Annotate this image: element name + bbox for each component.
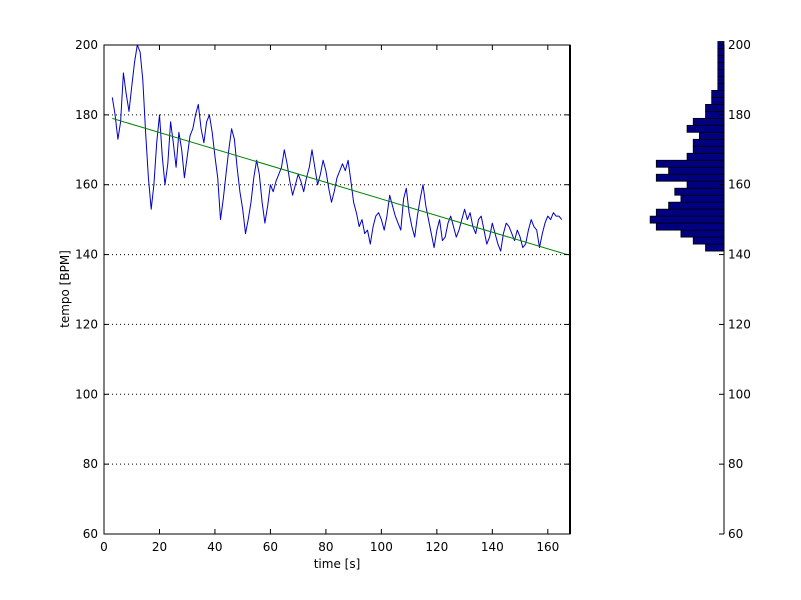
histogram-bar — [717, 69, 725, 77]
y-tick-label: 140 — [75, 248, 98, 262]
hist-y-tick-label: 120 — [728, 317, 751, 331]
histogram-bar — [717, 76, 725, 84]
histogram-bar — [655, 159, 725, 168]
histogram-bar — [692, 236, 725, 245]
hist-y-tick-label: 140 — [728, 248, 751, 262]
histogram-bar — [692, 117, 725, 126]
histogram-bar — [717, 83, 725, 91]
hist-y-tick-label: 100 — [728, 387, 751, 401]
x-tick-label: 100 — [370, 540, 393, 554]
hist-y-tick-label: 180 — [728, 108, 751, 122]
tempo-histogram: 60 80 100 120 140 160 180 200 — [649, 38, 751, 541]
grid-lines — [104, 114, 570, 465]
histogram-bar — [692, 145, 725, 154]
histogram-bar — [668, 166, 725, 175]
x-tick-label: 40 — [207, 540, 222, 554]
x-axis-label: time [s] — [314, 557, 361, 571]
x-tick-label: 20 — [152, 540, 167, 554]
right-y-tick-labels: 60 80 100 120 140 160 180 200 — [728, 38, 751, 541]
histogram-bars — [649, 41, 725, 252]
histogram-bar — [686, 152, 725, 161]
y-tick-label: 180 — [75, 108, 98, 122]
x-tick-label: 160 — [536, 540, 559, 554]
hist-y-tick-label: 160 — [728, 178, 751, 192]
histogram-bar — [705, 243, 725, 252]
tempo-time-plot: 0 20 40 60 80 100 120 140 160 60 80 100 120 140 160 18… — [58, 38, 571, 571]
hist-y-tick-label: 60 — [728, 527, 743, 541]
y-tick-label: 100 — [75, 387, 98, 401]
histogram-bar — [655, 222, 725, 231]
hist-y-tick-label: 200 — [728, 38, 751, 52]
tempo-line — [111, 44, 563, 252]
x-tick-labels: 0 20 40 60 80 100 120 140 160 — [100, 540, 559, 554]
x-tick-label: 80 — [318, 540, 333, 554]
hist-y-tick-label: 80 — [728, 457, 743, 471]
x-tick-label: 120 — [425, 540, 448, 554]
histogram-bar — [649, 215, 725, 224]
trend-line — [112, 117, 568, 256]
x-tick-label: 0 — [100, 540, 108, 554]
histogram-bar — [680, 229, 725, 238]
histogram-bar — [680, 194, 725, 203]
histogram-bar — [717, 55, 725, 63]
histogram-bar — [711, 90, 725, 98]
histogram-bar — [705, 103, 725, 112]
histogram-bar — [655, 208, 725, 217]
histogram-bar — [717, 62, 725, 70]
histogram-bar — [655, 173, 725, 182]
series-layer — [111, 44, 568, 256]
y-tick-labels: 60 80 100 120 140 160 180 200 — [75, 38, 98, 541]
histogram-bar — [692, 138, 725, 147]
x-tick-label: 60 — [263, 540, 278, 554]
y-tick-label: 200 — [75, 38, 98, 52]
y-tick-label: 60 — [83, 527, 98, 541]
histogram-bar — [717, 48, 725, 56]
histogram-bar — [698, 131, 725, 140]
histogram-bar — [686, 124, 725, 133]
y-tick-label: 80 — [83, 457, 98, 471]
y-tick-label: 160 — [75, 178, 98, 192]
histogram-bar — [711, 96, 725, 105]
histogram-bar — [686, 180, 725, 189]
y-tick-label: 120 — [75, 317, 98, 331]
histogram-bar — [674, 187, 725, 196]
histogram-bar — [668, 201, 725, 210]
x-tick-label: 140 — [481, 540, 504, 554]
tick-marks-right — [719, 44, 724, 535]
plot-area — [104, 45, 570, 534]
y-axis-label: tempo [BPM] — [58, 250, 72, 328]
